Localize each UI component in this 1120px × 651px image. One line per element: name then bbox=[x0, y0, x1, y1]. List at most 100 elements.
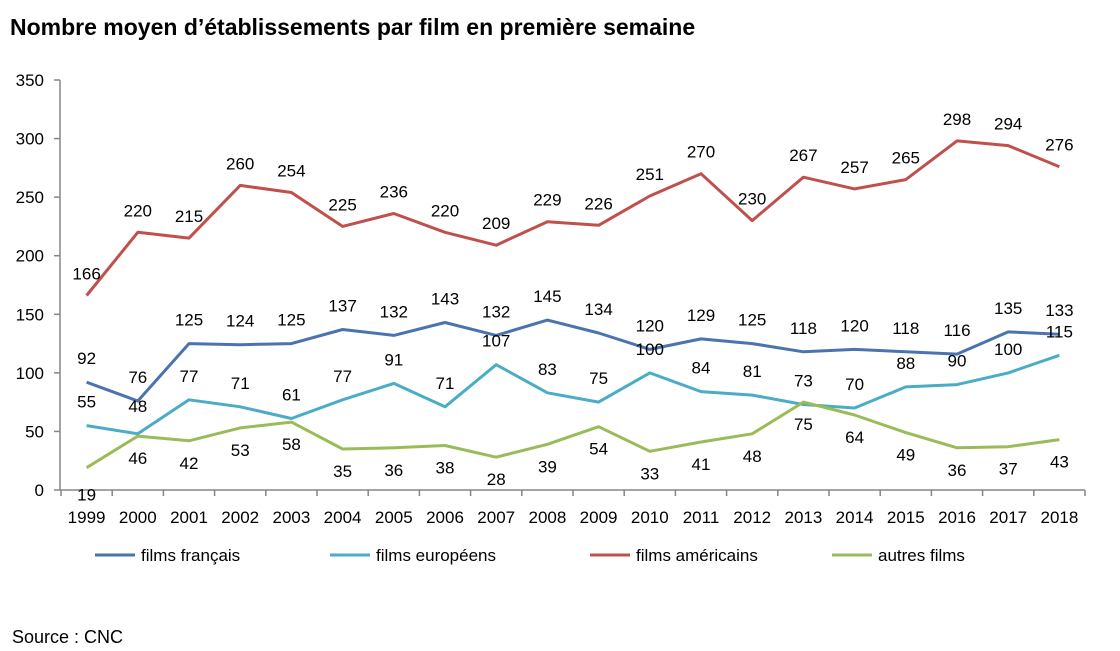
source-note: Source : CNC bbox=[12, 627, 124, 647]
chart-title: Nombre moyen d’établissements par film e… bbox=[10, 14, 696, 40]
data-label: 90 bbox=[948, 352, 967, 371]
data-label: 46 bbox=[128, 449, 147, 468]
data-label: 36 bbox=[384, 461, 403, 480]
data-label: 132 bbox=[482, 302, 510, 321]
data-label: 19 bbox=[77, 486, 96, 505]
data-label: 166 bbox=[72, 265, 100, 284]
data-label: 294 bbox=[994, 115, 1022, 134]
data-label: 53 bbox=[231, 441, 250, 460]
data-label: 100 bbox=[636, 340, 664, 359]
y-tick-label: 150 bbox=[16, 305, 44, 324]
data-label: 39 bbox=[538, 457, 557, 476]
data-label: 118 bbox=[892, 319, 919, 338]
x-tick-label: 2014 bbox=[836, 508, 874, 527]
data-label: 135 bbox=[994, 299, 1022, 318]
legend-label-films-americains: films américains bbox=[636, 546, 758, 565]
data-label: 71 bbox=[231, 374, 250, 393]
data-label: 92 bbox=[77, 349, 96, 368]
data-label: 70 bbox=[845, 375, 864, 394]
data-label: 42 bbox=[180, 454, 199, 473]
data-label: 41 bbox=[692, 455, 711, 474]
data-label: 84 bbox=[692, 359, 711, 378]
x-tick-label: 2010 bbox=[631, 508, 669, 527]
data-label: 251 bbox=[636, 165, 664, 184]
x-tick-label: 1999 bbox=[68, 508, 106, 527]
y-tick-label: 200 bbox=[16, 247, 44, 266]
x-tick-label: 2012 bbox=[733, 508, 771, 527]
data-label: 75 bbox=[794, 415, 813, 434]
data-label: 129 bbox=[687, 306, 715, 325]
data-label: 91 bbox=[384, 350, 403, 369]
x-tick-label: 2003 bbox=[272, 508, 310, 527]
data-label: 125 bbox=[738, 311, 766, 330]
line-chart: 0 50 100 150 200 250 300 350 1999 2000 2001 2002 200… bbox=[16, 71, 1086, 565]
data-label: 145 bbox=[533, 287, 561, 306]
data-label: 61 bbox=[282, 386, 301, 405]
data-label: 77 bbox=[180, 367, 199, 386]
data-label: 254 bbox=[277, 161, 305, 180]
data-label: 298 bbox=[943, 110, 971, 129]
data-label: 54 bbox=[589, 440, 608, 459]
x-tick-label: 2005 bbox=[375, 508, 413, 527]
data-label: 257 bbox=[840, 158, 868, 177]
data-label: 265 bbox=[892, 149, 920, 168]
legend-label-films-francais: films français bbox=[141, 546, 240, 565]
data-label: 125 bbox=[175, 311, 203, 330]
x-tick-label: 2016 bbox=[938, 508, 976, 527]
y-tick-label: 300 bbox=[16, 130, 44, 149]
data-label: 267 bbox=[789, 146, 817, 165]
data-label: 48 bbox=[743, 447, 762, 466]
data-label: 220 bbox=[124, 201, 152, 220]
data-label: 226 bbox=[584, 194, 612, 213]
legend: films français films européens films améri… bbox=[95, 546, 965, 565]
data-label: 215 bbox=[175, 207, 203, 226]
data-label: 229 bbox=[533, 191, 561, 210]
data-label: 209 bbox=[482, 214, 510, 233]
data-label: 36 bbox=[948, 461, 967, 480]
data-label: 35 bbox=[333, 462, 352, 481]
data-label: 118 bbox=[790, 319, 817, 338]
series-line-films-francais bbox=[86, 318, 1060, 403]
data-label: 73 bbox=[794, 371, 813, 390]
x-tick-label: 2004 bbox=[324, 508, 362, 527]
axes: 0 50 100 150 200 250 300 350 1999 2000 2001 2002 200… bbox=[16, 71, 1086, 527]
data-label: 28 bbox=[487, 470, 506, 489]
x-tick-label: 2002 bbox=[221, 508, 259, 527]
y-tick-label: 0 bbox=[35, 481, 44, 500]
x-tick-label: 2007 bbox=[477, 508, 515, 527]
data-label: 48 bbox=[128, 397, 147, 416]
x-tick-label: 2015 bbox=[887, 508, 925, 527]
data-labels: 92 76 125 124 125 137 132 143 132 145 134 120 129 125… bbox=[72, 110, 1073, 505]
x-tick-label: 2008 bbox=[528, 508, 566, 527]
legend-label-autres-films: autres films bbox=[878, 546, 965, 565]
x-tick-label: 2013 bbox=[784, 508, 822, 527]
data-label: 225 bbox=[328, 195, 356, 214]
data-label: 260 bbox=[226, 154, 254, 173]
series-line-films-americains bbox=[85, 139, 1060, 297]
data-label: 133 bbox=[1045, 301, 1073, 320]
data-label: 137 bbox=[328, 297, 356, 316]
data-label: 270 bbox=[687, 143, 715, 162]
data-label: 120 bbox=[636, 316, 664, 335]
data-label: 143 bbox=[431, 289, 459, 308]
data-label: 38 bbox=[436, 458, 455, 477]
data-label: 81 bbox=[743, 362, 762, 381]
data-label: 49 bbox=[896, 446, 915, 465]
data-label: 37 bbox=[999, 460, 1018, 479]
data-label: 76 bbox=[128, 368, 147, 387]
data-label: 43 bbox=[1050, 453, 1069, 472]
x-tick-label: 2017 bbox=[989, 508, 1027, 527]
data-label: 55 bbox=[77, 393, 96, 412]
x-tick-label: 2000 bbox=[119, 508, 157, 527]
data-label: 220 bbox=[431, 201, 459, 220]
series-lines bbox=[85, 139, 1060, 469]
data-label: 276 bbox=[1045, 136, 1073, 155]
data-label: 132 bbox=[380, 302, 408, 321]
data-label: 64 bbox=[845, 428, 864, 447]
series-line-autres-films bbox=[85, 400, 1060, 469]
y-tick-label: 100 bbox=[16, 364, 44, 383]
data-label: 77 bbox=[333, 367, 352, 386]
data-label: 116 bbox=[943, 321, 970, 340]
x-tick-label: 2018 bbox=[1040, 508, 1078, 527]
y-tick-label: 50 bbox=[25, 422, 44, 441]
